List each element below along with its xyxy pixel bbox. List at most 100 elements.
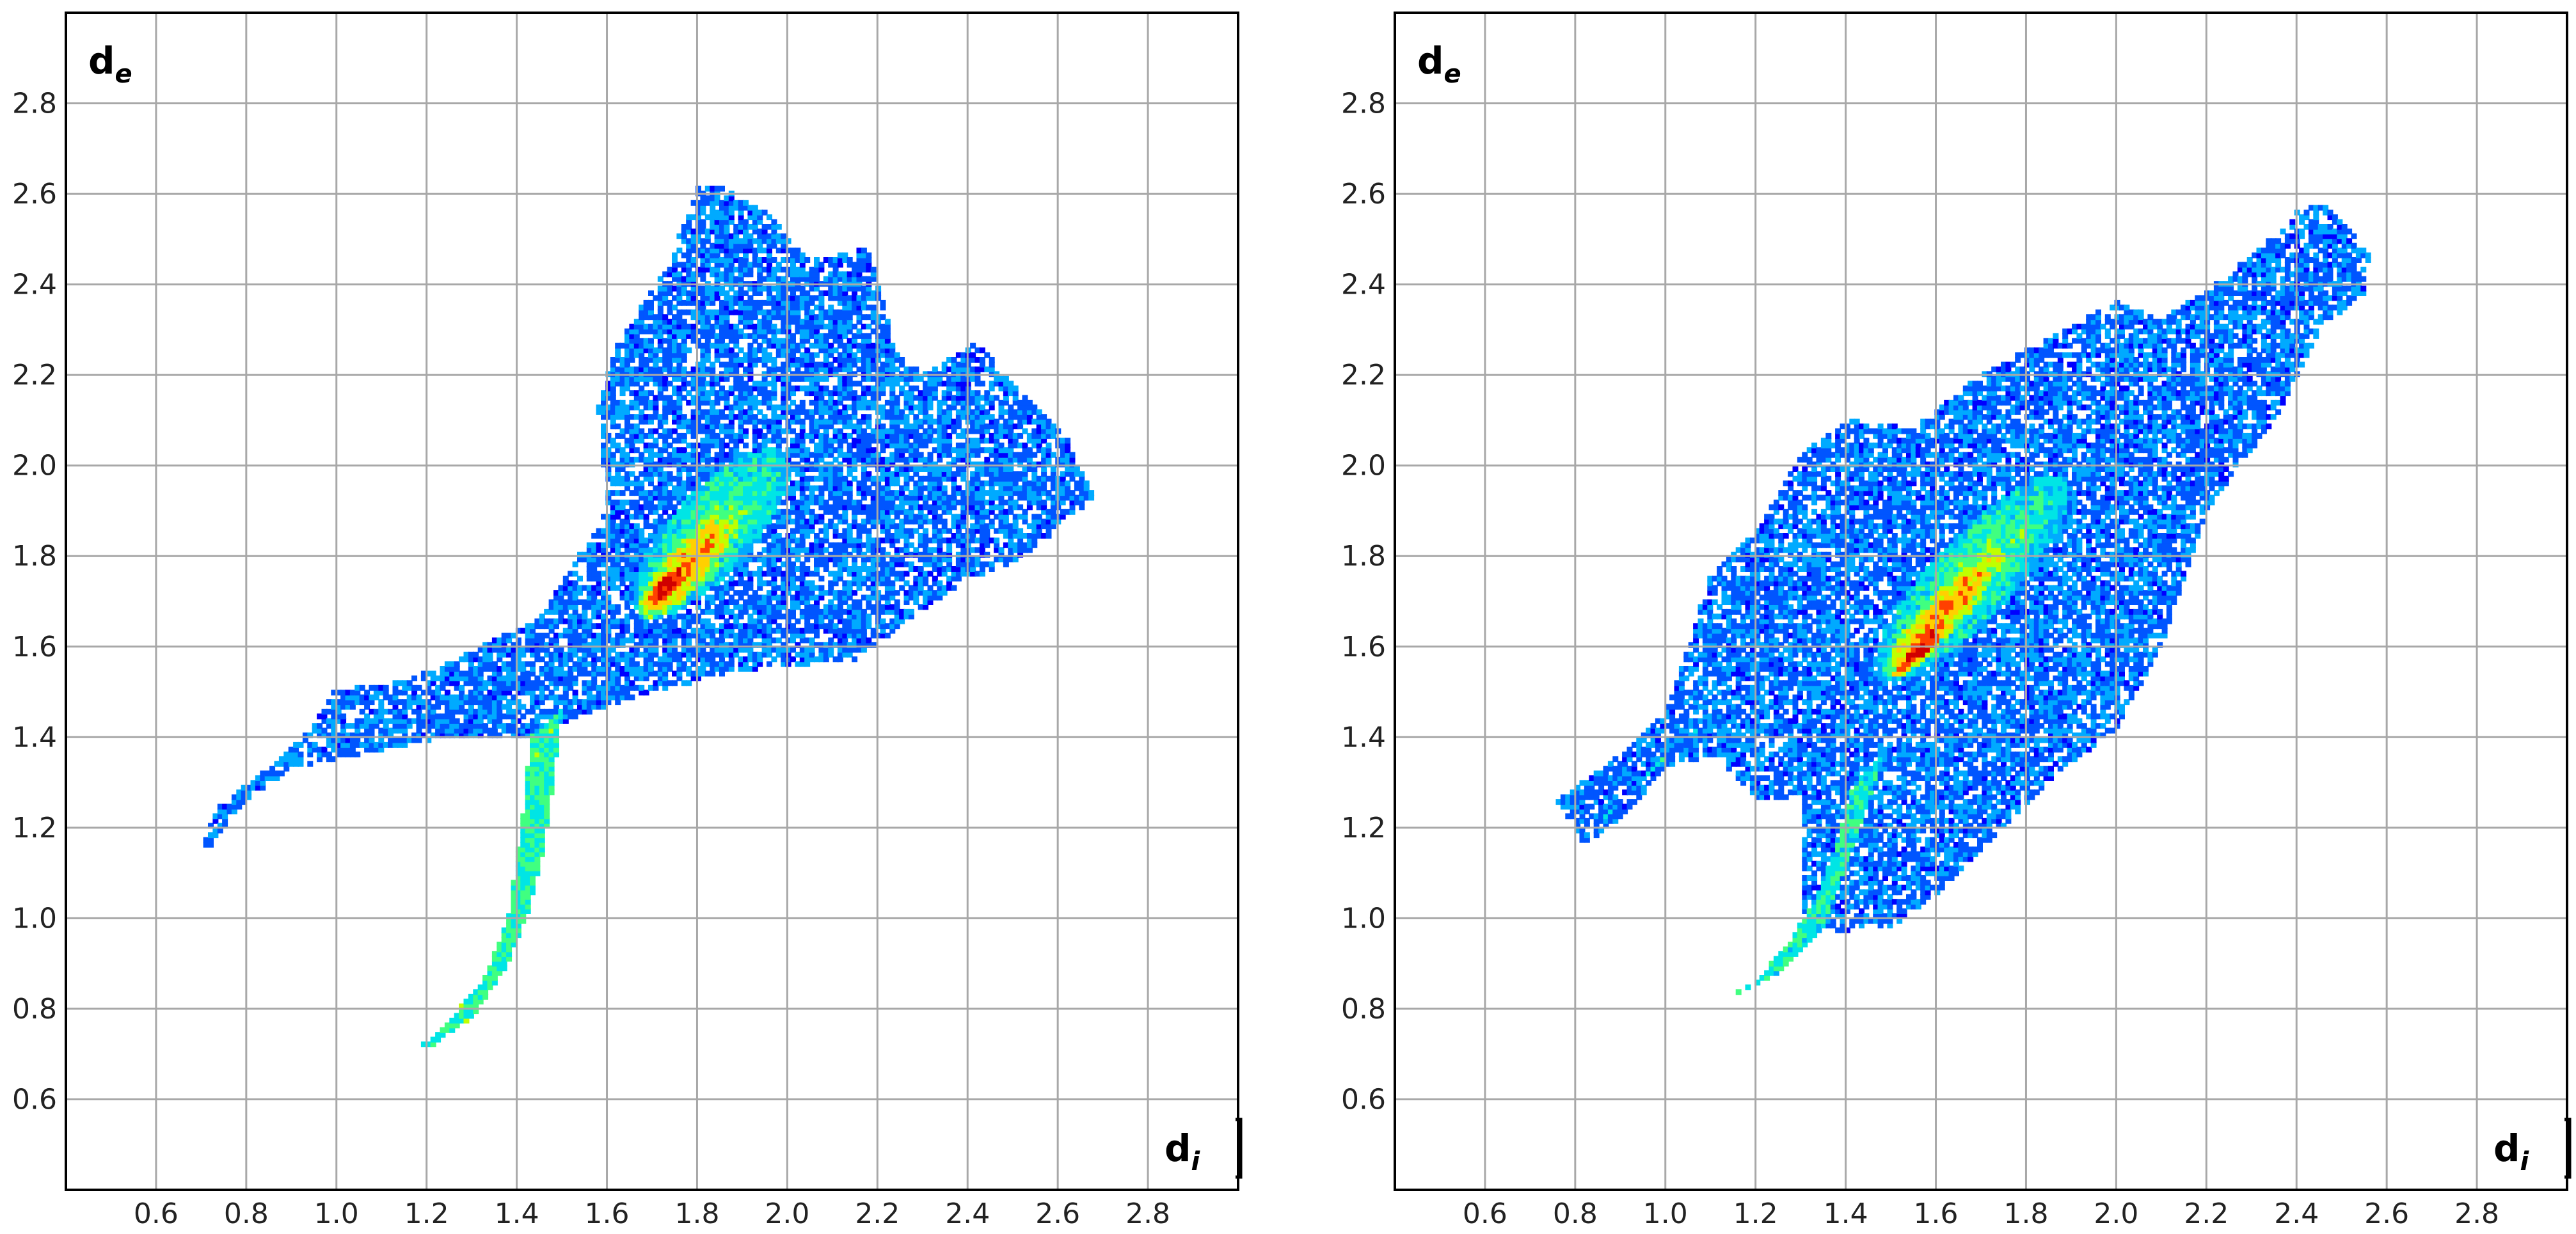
heatmap-cell xyxy=(515,884,521,890)
heatmap-cell xyxy=(501,666,507,672)
heatmap-cell xyxy=(610,642,616,648)
heatmap-cell xyxy=(672,604,678,610)
heatmap-cell xyxy=(643,590,649,596)
heatmap-cell xyxy=(681,366,687,372)
heatmap-cell xyxy=(643,656,649,663)
heatmap-cell xyxy=(534,656,541,663)
heatmap-cell xyxy=(497,708,503,715)
heatmap-cell xyxy=(643,690,649,696)
heatmap-cell xyxy=(653,461,659,468)
heatmap-cell xyxy=(568,656,574,663)
heatmap-cell xyxy=(662,376,669,382)
heatmap-cell xyxy=(657,580,664,587)
heatmap-cell xyxy=(392,690,399,696)
heatmap-cell xyxy=(326,732,332,739)
heatmap-cell xyxy=(582,684,588,691)
heatmap-cell xyxy=(643,490,649,496)
heatmap-cell xyxy=(676,423,683,430)
heatmap-cell xyxy=(662,571,669,577)
heatmap-cell xyxy=(681,333,687,339)
heatmap-cell xyxy=(534,737,541,743)
heatmap-cell xyxy=(477,704,484,710)
heatmap-cell xyxy=(615,642,621,648)
heatmap-cell xyxy=(653,509,659,515)
heatmap-cell xyxy=(501,937,507,943)
heatmap-cell xyxy=(520,908,527,914)
heatmap-cell xyxy=(667,361,673,368)
heatmap-cell xyxy=(539,803,545,810)
heatmap-cell xyxy=(633,661,640,667)
heatmap-cell xyxy=(610,690,616,696)
heatmap-cell xyxy=(657,466,664,472)
heatmap-cell xyxy=(354,690,361,696)
heatmap-cell xyxy=(586,604,592,610)
heatmap-cell xyxy=(615,500,621,505)
heatmap-cell xyxy=(676,656,683,663)
heatmap-cell xyxy=(639,651,645,658)
heatmap-cell xyxy=(605,471,612,477)
heatmap-cell xyxy=(525,690,531,696)
heatmap-cell xyxy=(411,718,418,724)
heatmap-cell xyxy=(482,723,489,729)
heatmap-cell xyxy=(672,276,678,282)
heatmap-cell xyxy=(648,500,654,505)
heatmap-cell xyxy=(743,442,749,448)
heatmap-cell xyxy=(657,390,664,397)
heatmap-cell xyxy=(672,485,678,491)
heatmap-cell xyxy=(639,690,645,696)
heatmap-cell xyxy=(539,813,545,819)
heatmap-cell xyxy=(326,737,332,743)
heatmap-cell xyxy=(544,684,550,691)
heatmap-cell xyxy=(246,794,252,800)
heatmap-cell xyxy=(633,428,640,434)
heatmap-cell xyxy=(676,361,683,368)
heatmap-cell xyxy=(624,333,630,339)
heatmap-cell xyxy=(491,718,498,724)
heatmap-cell xyxy=(572,608,578,615)
heatmap-cell xyxy=(388,741,394,748)
heatmap-cell xyxy=(633,480,640,487)
heatmap-cell xyxy=(586,633,592,638)
heatmap-cell xyxy=(643,500,649,505)
heatmap-cell xyxy=(506,956,513,962)
heatmap-cell xyxy=(601,457,607,463)
heatmap-cell xyxy=(624,376,630,382)
heatmap-cell xyxy=(662,618,669,624)
heatmap-cell xyxy=(686,585,692,591)
heatmap-cell xyxy=(544,809,550,814)
heatmap-cell xyxy=(515,899,521,905)
heatmap-cell xyxy=(605,528,612,534)
heatmap-cell xyxy=(653,670,659,677)
heatmap-cell xyxy=(629,651,635,658)
heatmap-cell xyxy=(610,461,616,468)
heatmap-cell xyxy=(530,813,536,819)
heatmap-cell xyxy=(497,713,503,720)
heatmap-cell xyxy=(388,699,394,706)
heatmap-cell xyxy=(676,276,683,282)
heatmap-cell xyxy=(558,613,564,620)
heatmap-cell xyxy=(435,718,441,724)
heatmap-cell xyxy=(586,708,592,715)
heatmap-cell xyxy=(539,713,545,720)
heatmap-cell xyxy=(629,490,635,496)
heatmap-cell xyxy=(662,432,669,439)
heatmap-cell xyxy=(255,780,261,786)
heatmap-cell xyxy=(568,604,574,610)
heatmap-cell xyxy=(482,656,489,663)
heatmap-cell xyxy=(468,666,474,672)
heatmap-cell xyxy=(515,856,521,862)
heatmap-cell xyxy=(643,381,649,387)
heatmap-cell xyxy=(629,661,635,667)
heatmap-cell xyxy=(601,557,607,563)
heatmap-cell xyxy=(586,551,592,558)
heatmap-cell xyxy=(672,333,678,339)
heatmap-cell xyxy=(633,523,640,530)
heatmap-cell xyxy=(596,580,602,587)
heatmap-cell xyxy=(610,504,616,510)
heatmap-cell xyxy=(515,651,521,658)
heatmap-cell xyxy=(548,770,555,777)
heatmap-cell xyxy=(624,457,630,463)
heatmap-cell xyxy=(648,628,654,634)
heatmap-cell xyxy=(525,727,531,734)
heatmap-cell xyxy=(648,466,654,472)
